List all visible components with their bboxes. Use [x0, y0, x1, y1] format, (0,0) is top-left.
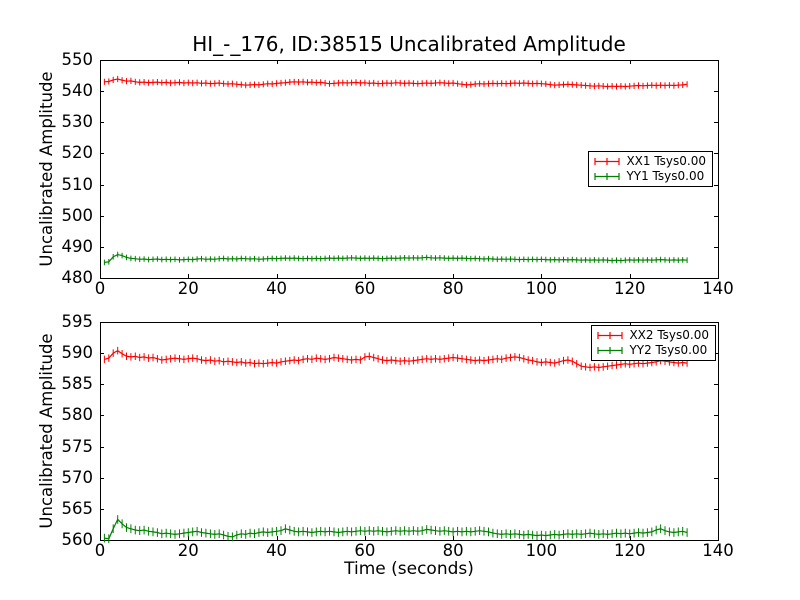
- legend-label: YY2 Tsys0.00: [629, 343, 708, 357]
- legend-label: XX1 Tsys0.00: [626, 154, 706, 168]
- y-tick-label: 590: [61, 343, 94, 363]
- y-tick-label: 510: [61, 174, 94, 194]
- y-tick-label: 500: [61, 205, 94, 225]
- x-tick-label: 120: [613, 279, 646, 298]
- plot-frame-top: [100, 60, 719, 279]
- x-tick-label: 60: [354, 279, 376, 298]
- legend-errorbar-sample-icon: [597, 347, 624, 354]
- y-tick-label: 540: [61, 81, 94, 101]
- series-line-YY2: [104, 518, 688, 540]
- legend-entry: XX1 Tsys0.00: [594, 154, 706, 169]
- legend-errorbar-sample-icon: [597, 332, 624, 339]
- x-tick-label: 40: [266, 279, 288, 298]
- x-tick-label: 140: [702, 279, 734, 298]
- x-tick-label: 0: [94, 541, 106, 560]
- chart-title: HI_-_176, ID:38515 Uncalibrated Amplitud…: [192, 32, 626, 56]
- legend-errorbar-sample-icon: [594, 158, 621, 165]
- x-tick-label: 80: [442, 541, 464, 560]
- legend-bottom: XX2 Tsys0.00 YY2 Tsys0.00: [591, 325, 716, 361]
- x-tick-label: 140: [702, 541, 734, 560]
- y-tick-label: 550: [61, 50, 94, 69]
- y-tick-label: 570: [61, 467, 94, 487]
- x-tick-label: 20: [177, 541, 199, 560]
- legend-entry: YY2 Tsys0.00: [597, 343, 709, 358]
- x-tick-label: 80: [442, 279, 464, 298]
- y-tick-label: 565: [61, 498, 94, 518]
- legend-entry: XX2 Tsys0.00: [597, 328, 709, 343]
- series-line-YY1: [104, 253, 688, 263]
- legend-errorbar-sample-icon: [594, 173, 621, 180]
- legend-label: XX2 Tsys0.00: [629, 328, 709, 342]
- y-axis-label-top: Uncalibrated Amplitude: [36, 71, 56, 267]
- y-tick-label: 520: [61, 143, 94, 163]
- x-tick-label: 20: [177, 279, 199, 298]
- y-axis-label-bottom: Uncalibrated Amplitude: [36, 333, 56, 529]
- axis-ticks-top: [100, 60, 719, 279]
- x-tick-label: 120: [613, 541, 646, 560]
- y-tick-label: 480: [61, 268, 94, 287]
- y-tick-label: 490: [61, 236, 94, 256]
- y-tick-label: 575: [61, 436, 94, 456]
- series-line-XX1: [104, 78, 688, 88]
- x-tick-label: 40: [266, 541, 288, 560]
- y-tick-label: 560: [61, 530, 94, 549]
- x-tick-label: 100: [525, 541, 558, 560]
- y-tick-label: 530: [61, 112, 94, 132]
- x-tick-label: 60: [354, 541, 376, 560]
- y-tick-label: 595: [61, 312, 94, 331]
- errorbars-YY2: [103, 515, 688, 544]
- y-tick-label: 580: [61, 405, 94, 425]
- legend-entry: YY1 Tsys0.00: [594, 169, 706, 184]
- legend-top: XX1 Tsys0.00 YY1 Tsys0.00: [588, 151, 713, 187]
- series-line-XX2: [104, 349, 688, 369]
- legend-label: YY1 Tsys0.00: [626, 169, 705, 183]
- x-tick-label: 0: [94, 279, 106, 298]
- plot-frame-bottom: [100, 322, 719, 541]
- x-axis-label: Time (seconds): [344, 559, 474, 579]
- x-tick-label: 100: [525, 279, 558, 298]
- y-tick-label: 585: [61, 374, 94, 394]
